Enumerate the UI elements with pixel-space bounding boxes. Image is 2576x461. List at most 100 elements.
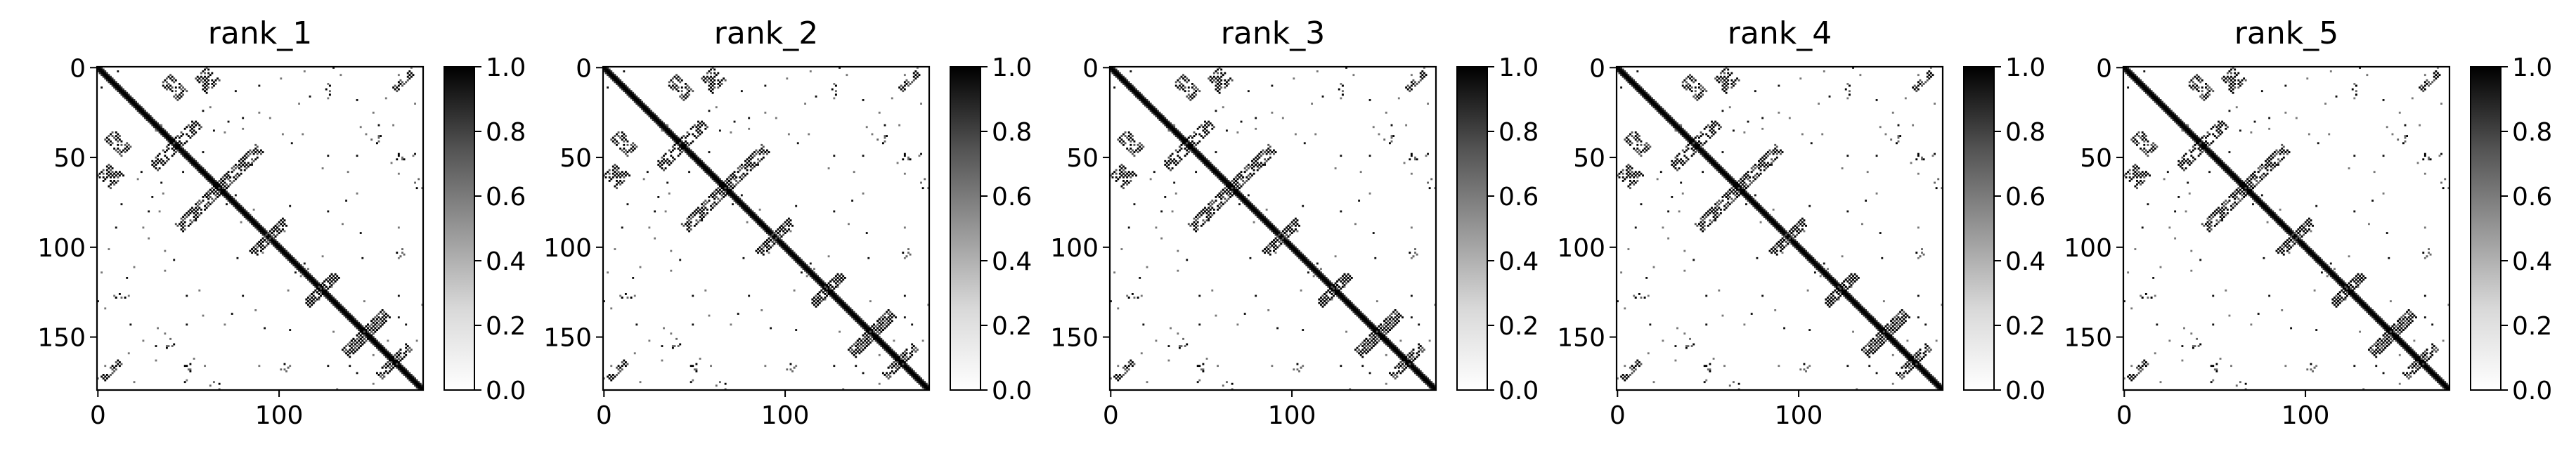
contact-cell — [1312, 269, 1315, 272]
contact-cell — [359, 345, 362, 347]
contact-cell — [886, 349, 888, 351]
contact-cell — [1276, 233, 1279, 236]
contact-cell — [97, 68, 99, 71]
contact-cell — [189, 155, 192, 157]
contact-cell — [117, 363, 119, 365]
contact-cell — [276, 230, 279, 233]
contact-cell — [718, 180, 721, 182]
contact-cell — [372, 332, 375, 335]
contact-cell — [1212, 167, 1215, 169]
contact-cell — [224, 190, 226, 193]
contact-cell — [157, 155, 159, 157]
contact-cell — [1338, 297, 1340, 299]
contact-cell — [1314, 273, 1317, 275]
contact-cell — [151, 122, 154, 125]
contact-cell — [332, 301, 335, 304]
contact-cell — [281, 221, 284, 223]
contact-cell — [1359, 316, 1362, 319]
contact-cell — [176, 135, 179, 137]
contact-cell — [1378, 330, 1380, 333]
contact-cell — [730, 190, 732, 193]
contact-cell — [865, 342, 868, 344]
contact-cell — [865, 126, 868, 129]
contact-cell — [142, 226, 145, 229]
contact-cell — [1205, 158, 1208, 161]
contact-cell — [693, 155, 696, 157]
contact-cell — [174, 151, 177, 153]
contact-cell — [630, 91, 633, 94]
contact-cell — [242, 117, 245, 119]
contact-cell — [117, 172, 119, 175]
contact-cell — [148, 113, 150, 116]
contact-cell — [860, 323, 862, 326]
contact-cell — [655, 120, 658, 123]
contact-cell — [1286, 242, 1288, 245]
contact-cell — [740, 200, 743, 202]
contact-cell — [276, 233, 279, 236]
contact-cell — [903, 316, 906, 319]
contact-cell — [321, 293, 324, 295]
contact-cell — [724, 79, 727, 82]
contact-cell — [176, 143, 179, 146]
contact-cell — [1258, 212, 1261, 214]
contact-cell — [327, 280, 330, 283]
contact-cell — [97, 300, 99, 303]
contact-cell — [864, 323, 867, 326]
contact-cell — [751, 216, 754, 218]
contact-cell — [782, 248, 785, 250]
contact-cell — [818, 291, 821, 294]
contact-cell — [287, 366, 290, 369]
contact-cell — [187, 156, 190, 159]
contact-cell — [623, 363, 626, 365]
contact-cell — [659, 120, 661, 123]
contact-cell — [860, 321, 862, 324]
contact-cell — [1122, 75, 1125, 78]
contact-cell — [193, 129, 195, 132]
contact-cell — [710, 86, 712, 89]
contact-cell — [1131, 91, 1134, 94]
contact-cell — [131, 103, 134, 105]
contact-cell — [332, 278, 335, 281]
contact-cell — [129, 103, 132, 105]
contact-cell — [657, 120, 660, 123]
contact-cell — [102, 176, 105, 178]
contact-cell — [657, 119, 660, 121]
contact-cell — [800, 262, 803, 265]
contact-cell — [867, 329, 870, 331]
contact-cell — [664, 167, 667, 169]
contact-cell — [753, 214, 756, 216]
contact-cell — [200, 172, 202, 175]
contact-cell — [207, 204, 210, 207]
contact-cell — [1298, 255, 1300, 258]
contact-cell — [243, 162, 246, 164]
contact-cell — [142, 111, 145, 114]
contact-cell — [1402, 352, 1404, 355]
contact-cell — [702, 79, 705, 82]
contact-cell — [216, 187, 219, 190]
contact-cell — [1178, 131, 1181, 134]
contact-cell — [1209, 169, 1212, 171]
contact-cell — [361, 329, 364, 331]
contact-cell — [365, 334, 368, 337]
contact-cell — [105, 374, 108, 376]
contact-cell — [1352, 307, 1355, 310]
contact-cell — [878, 321, 881, 324]
contact-cell — [916, 75, 919, 78]
contact-cell — [732, 194, 734, 197]
contact-cell — [862, 372, 865, 375]
colorbar-tick-label: 0.0 — [992, 377, 1032, 405]
contact-cell — [1423, 379, 1425, 382]
contact-cell — [715, 384, 718, 387]
contact-cell — [149, 120, 152, 123]
contact-cell — [1127, 84, 1130, 87]
contact-cell — [616, 140, 618, 143]
contact-cell — [349, 356, 351, 358]
contact-cell — [789, 249, 792, 252]
contact-cell — [1418, 368, 1420, 371]
contact-cell — [624, 293, 627, 295]
contact-cell — [886, 311, 888, 313]
contact-cell — [1115, 68, 1118, 71]
contact-cell — [1290, 249, 1293, 252]
contact-cell — [1209, 162, 1212, 164]
contact-cell — [281, 224, 284, 227]
